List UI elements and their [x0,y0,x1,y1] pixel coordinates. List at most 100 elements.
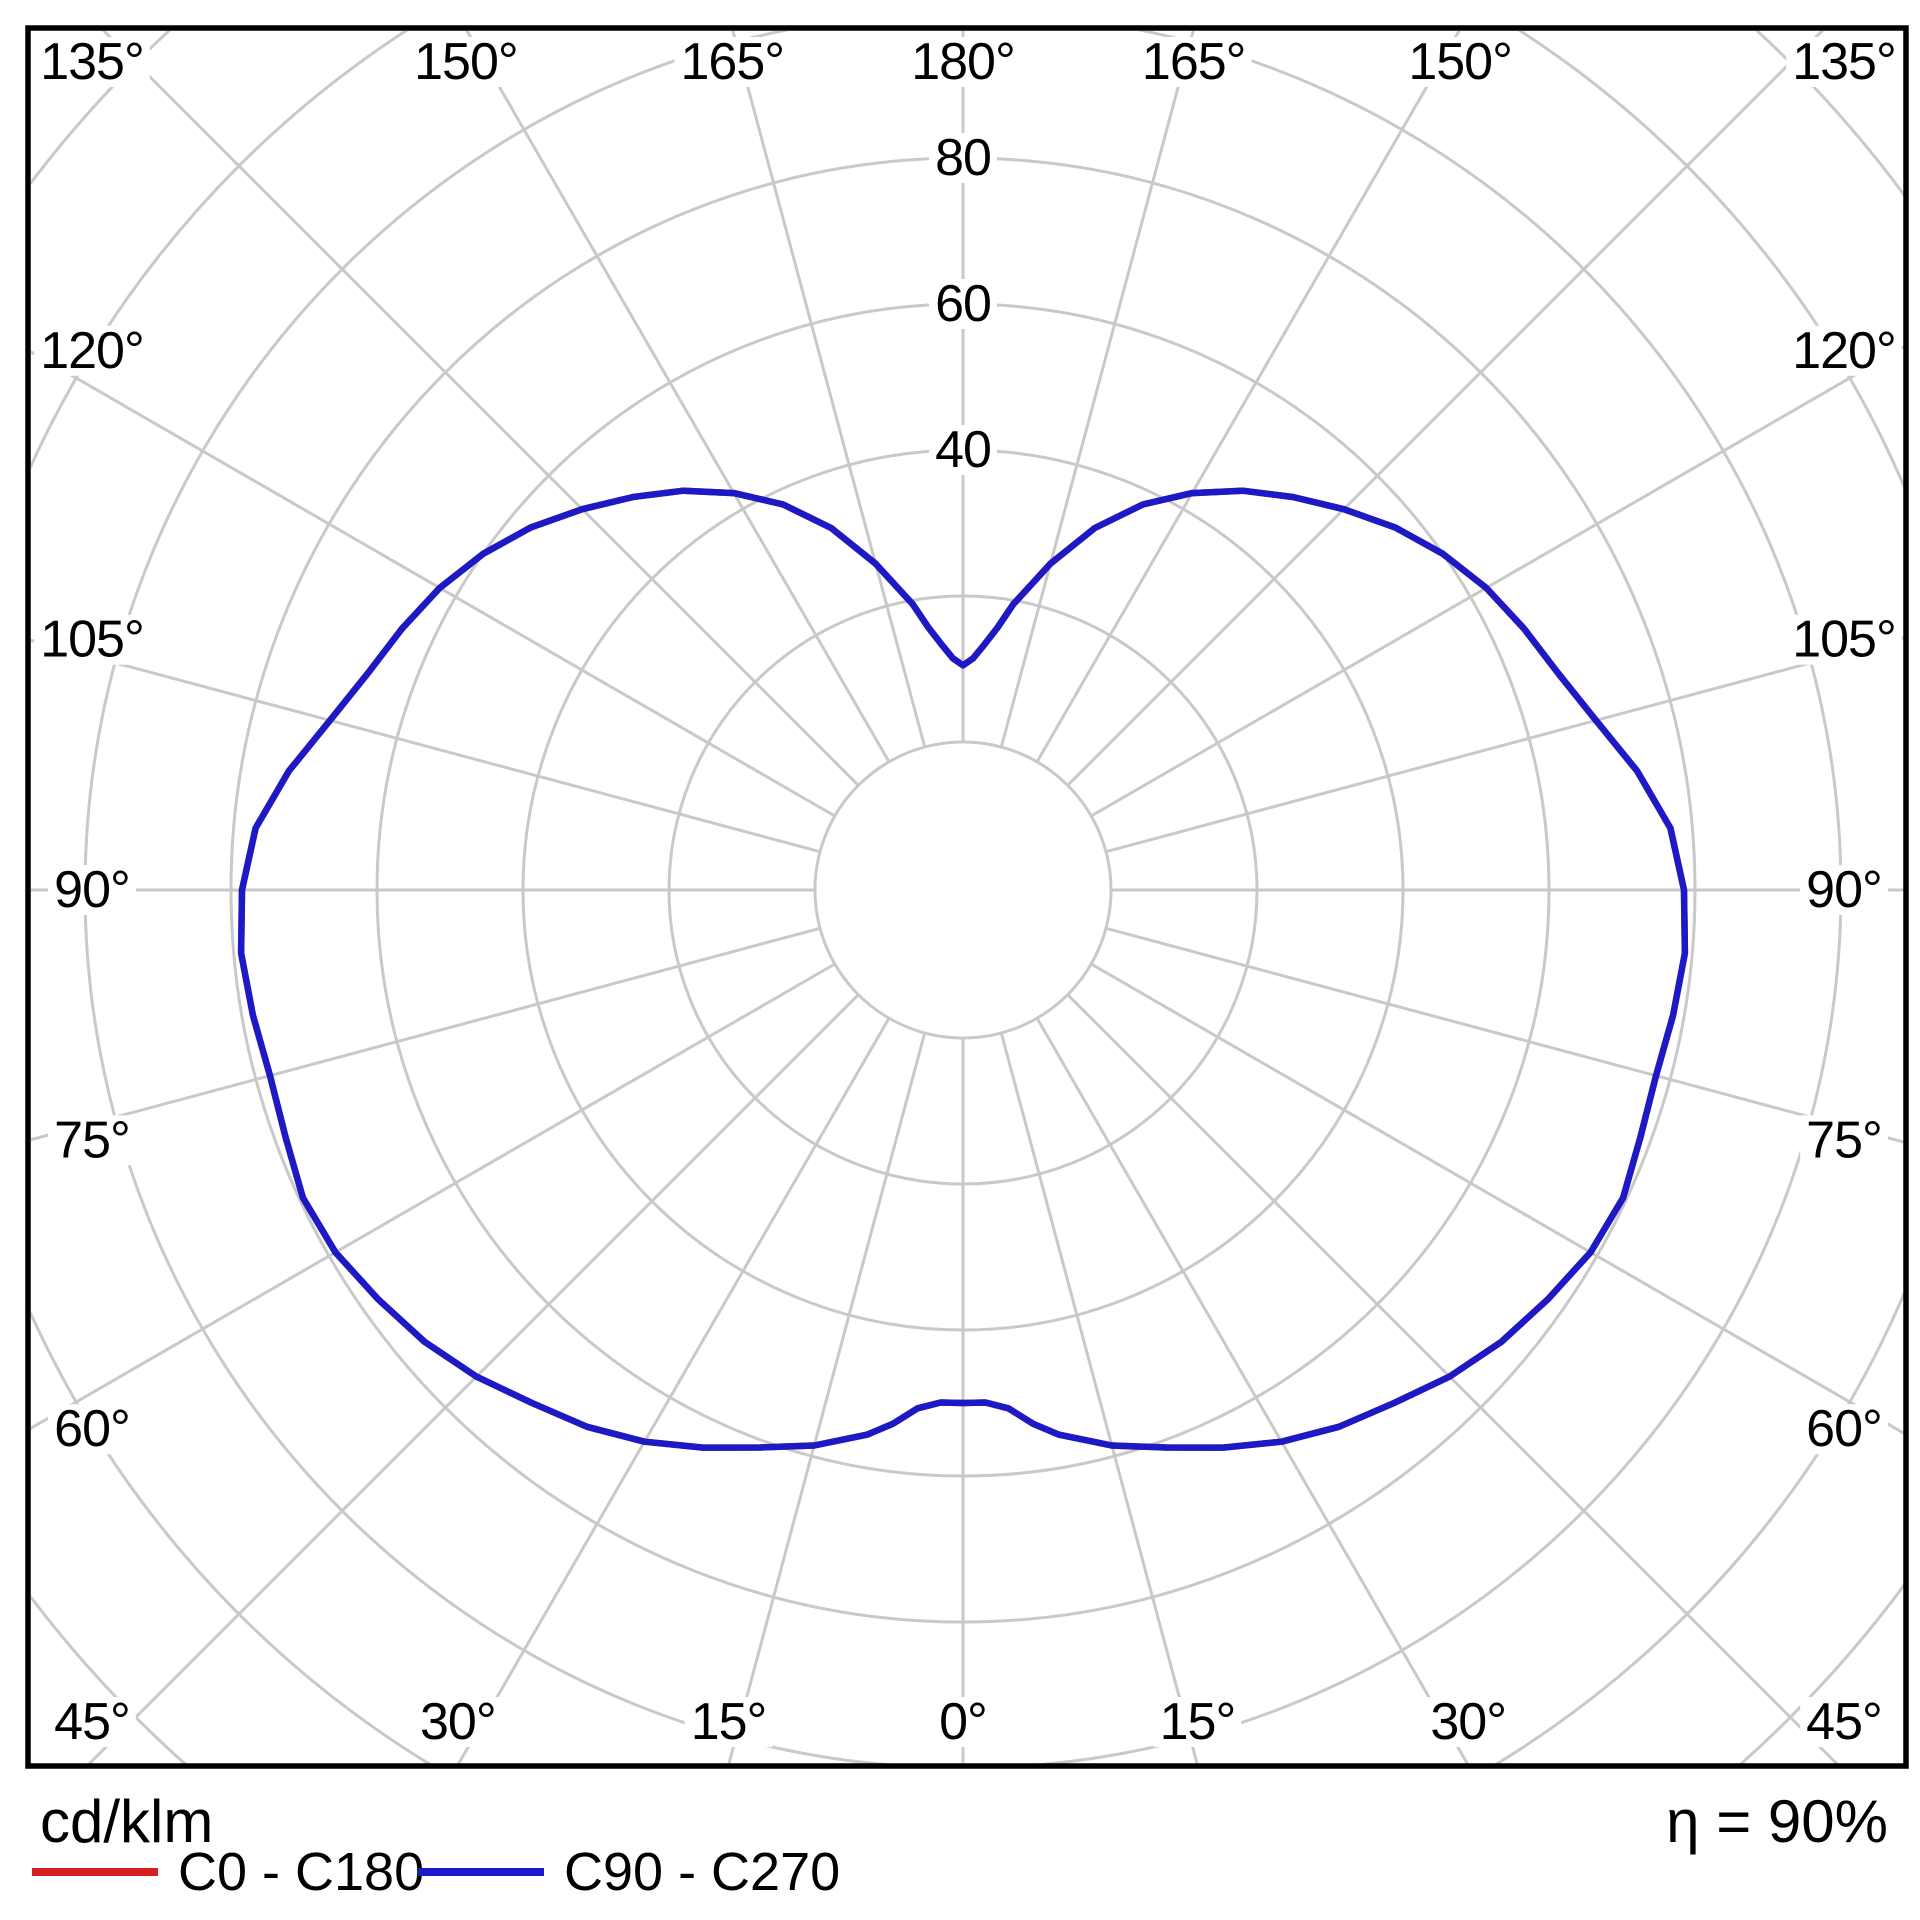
radial-label-80-group: 80 [929,129,997,187]
angle-label-45-left-group: 45° [48,1693,136,1751]
angle-label-15-right-halo [1153,1697,1242,1747]
intensity-curves [237,487,1689,1451]
radial-label-80: 80 [935,129,991,187]
angle-label-30-left-halo [413,1697,502,1747]
angle-label-180: 180° [911,33,1015,91]
angle-label-120-left: 120° [40,322,144,380]
angle-label-105-right-group: 105° [1786,611,1902,669]
angle-label-0: 0° [939,1693,987,1751]
angle-label-180-halo [905,37,1021,87]
grid-spoke-105deg [1105,636,1905,854]
radial-label-60-halo [929,279,997,329]
angle-label-15-left: 15° [691,1693,767,1751]
angle-label-75-right: 75° [1806,1111,1882,1169]
angle-label-0-halo [933,1697,993,1747]
angle-label-135-left-group: 135° [34,33,150,91]
angle-label-90-right: 90° [1806,861,1882,919]
plot-frame [25,25,1909,1769]
grid-spoke-210deg [465,31,891,763]
angle-label-165-right: 165° [1142,33,1246,91]
grid-spoke-15deg [999,1032,1200,1765]
angle-label-90-right-halo [1800,865,1888,915]
angle-label-105-right-halo [1786,614,1902,665]
radial-label-40-halo [929,425,997,475]
angle-label-60-left-halo [48,1404,136,1455]
angle-label-30-right-group: 30° [1424,1693,1513,1751]
angle-label-165-left-group: 165° [674,33,791,91]
angle-label-135-right-halo [1786,37,1902,87]
legend-label-c0-c180: C0 - C180 [178,1842,424,1902]
curve-c90-c270 [237,487,1689,1451]
angle-label-165-left: 165° [681,33,785,91]
angle-label-60-right-group: 60° [1800,1400,1888,1458]
angle-label-120-right-group: 120° [1786,322,1902,380]
angle-label-45-left-halo [48,1697,136,1747]
angle-label-105-left-halo [34,614,150,665]
angle-label-150-right-halo [1402,37,1518,87]
angle-label-45-right-halo [1800,1697,1888,1747]
angle-label-165-right-halo [1135,37,1252,87]
angle-label-60-left: 60° [54,1400,130,1458]
angle-label-90-left-group: 90° [48,861,136,919]
grid-spoke-195deg [731,31,927,748]
angle-label-60-left-group: 60° [48,1400,136,1458]
grid-spoke-255deg [31,638,821,854]
angle-label-150-right: 150° [1408,33,1512,91]
radial-label-60-group: 60 [929,275,997,333]
radial-label-60: 60 [935,275,991,333]
grid-spoke-75deg [1105,926,1905,1144]
angle-label-30-right-halo [1424,1697,1513,1747]
angle-label-165-right-group: 165° [1135,33,1252,91]
angle-label-90-right-group: 90° [1800,861,1888,919]
grid-spoke-60deg [1090,962,1905,1436]
angle-label-15-left-halo [684,1697,773,1747]
grid-spoke-240deg [31,350,836,818]
angle-label-30-right: 30° [1430,1693,1506,1751]
angle-label-60-right-halo [1800,1404,1888,1455]
angle-label-180-group: 180° [905,33,1021,91]
efficiency-label: η = 90% [1666,1788,1888,1855]
angle-tick-labels: 0° 15° 15° 30° 30° 45° 45° 60° 60° 75° 75° 90° 90° 10… [34,33,1902,1751]
angle-label-135-left-halo [34,37,150,87]
angle-label-105-left-group: 105° [34,611,150,669]
radial-label-80-halo [929,133,997,183]
angle-label-90-left: 90° [54,861,130,919]
grid-spoke-150deg [1035,31,1461,763]
angle-label-30-left-group: 30° [413,1693,502,1751]
legend: C0 - C180 C90 - C270 [32,1842,840,1902]
angle-label-105-right: 105° [1792,611,1896,669]
radial-tick-labels: 40 60 80 [929,129,997,479]
angle-label-60-right: 60° [1806,1400,1882,1458]
angle-label-120-left-group: 120° [34,322,150,380]
angle-label-15-right: 15° [1160,1693,1236,1751]
angle-label-150-left-group: 150° [408,33,524,91]
grid-spoke-345deg [726,1032,927,1765]
angle-label-15-right-group: 15° [1153,1693,1242,1751]
units-label: cd/klm [40,1788,213,1855]
angle-label-150-left-halo [408,37,524,87]
angle-label-75-left: 75° [54,1111,130,1169]
angle-label-150-right-group: 150° [1402,33,1518,91]
angle-label-90-left-halo [48,865,136,915]
angle-label-150-left: 150° [414,33,518,91]
grid-spoke-285deg [31,926,821,1142]
angle-label-120-left-halo [34,325,150,376]
radial-label-40-group: 40 [929,421,997,479]
angle-label-135-left: 135° [40,33,144,91]
angle-label-75-right-group: 75° [1800,1111,1888,1169]
angle-label-0-group: 0° [933,1693,993,1751]
angle-label-30-left: 30° [420,1693,496,1751]
angle-label-165-left-halo [674,37,791,87]
angle-label-120-right-halo [1786,325,1902,376]
angle-label-135-right: 135° [1792,33,1896,91]
angle-label-120-right: 120° [1792,322,1896,380]
angle-label-45-right-group: 45° [1800,1693,1888,1751]
angle-label-45-left: 45° [54,1693,130,1751]
grid-spoke-120deg [1090,344,1905,818]
angle-label-45-right: 45° [1806,1693,1882,1751]
angle-label-105-left: 105° [40,611,144,669]
grid-spoke-330deg [456,1017,891,1765]
angle-label-75-left-group: 75° [48,1111,136,1169]
